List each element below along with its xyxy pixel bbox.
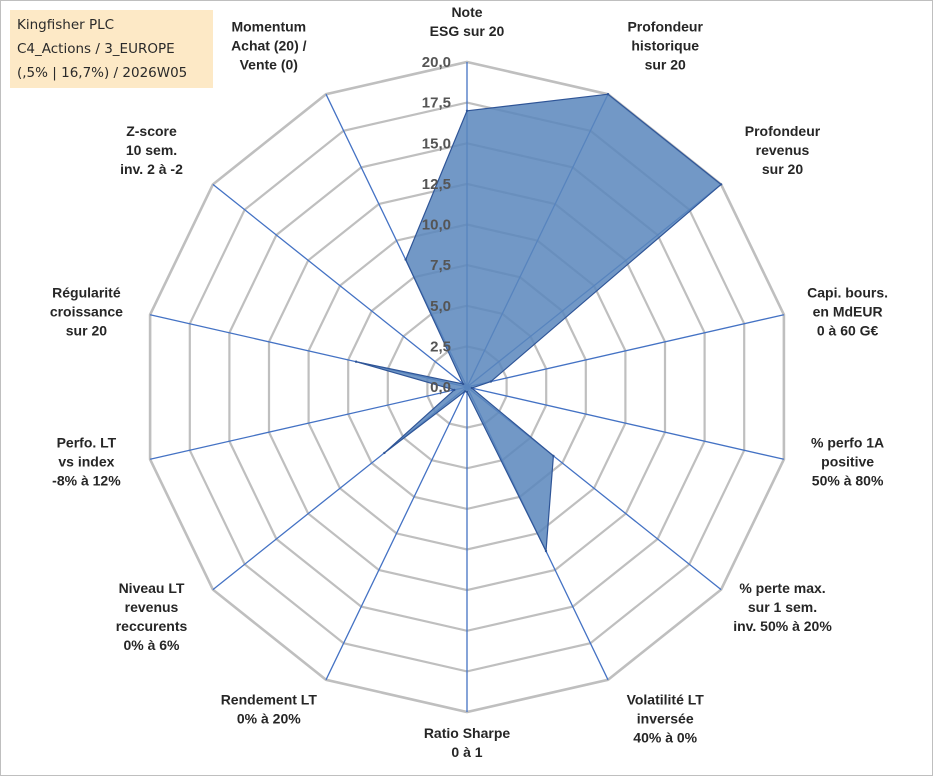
portfolio-path: C4_Actions / 3_EUROPE	[17, 41, 175, 57]
axis-label: Profondeur revenus sur 20	[745, 123, 821, 177]
series-point	[465, 390, 469, 394]
axis-label: Note ESG sur 20	[430, 4, 505, 39]
axis-label: Z-score 10 sem. inv. 2 à -2	[120, 123, 183, 177]
axis-label: Rendement LT 0% à 20%	[221, 692, 318, 727]
axis-label: Volatilité LT inversée 40% à 0%	[627, 692, 705, 746]
tick-label: 7,5	[430, 257, 451, 274]
axis-label: Ratio Sharpe 0 à 1	[424, 725, 511, 760]
radar-tick-labels: 0,0 2,5 5,0 7,5 10,0 12,5 15,0 17,5 20,0	[422, 54, 451, 396]
series-point	[489, 380, 492, 383]
tick-label: 5,0	[430, 298, 451, 315]
axis-label: Perfo. LT vs index -8% à 12%	[52, 435, 121, 489]
axis-label: Niveau LT revenus reccurents 0% à 6%	[116, 580, 188, 653]
axis-label: % perte max. sur 1 sem. inv. 50% à 20%	[733, 580, 832, 634]
tick-label: 12,5	[422, 176, 451, 193]
series-point	[383, 451, 386, 455]
axis-spoke	[149, 386, 468, 460]
tick-label: 20,0	[422, 54, 451, 71]
tick-label: 10,0	[422, 217, 451, 234]
series-point	[552, 454, 555, 458]
axis-spoke	[466, 314, 785, 388]
weight-period: (,5% | 16,7%) / 2026W05	[17, 65, 188, 81]
axis-label: Régularité croissance sur 20	[50, 285, 123, 339]
series-point	[719, 183, 723, 186]
series-point	[354, 360, 358, 363]
radar-axis-labels: Note ESG sur 20 Profondeur historique sur 20…	[50, 4, 888, 760]
tick-label: 2,5	[430, 338, 451, 355]
axis-label: Capi. bours. en MdEUR 0 à 60 G€	[807, 285, 888, 339]
tick-label: 15,0	[422, 135, 451, 152]
series-point	[544, 549, 548, 553]
series-point	[470, 386, 473, 390]
axis-spoke	[466, 386, 785, 460]
axis-label: % perfo 1A positive 50% à 80%	[811, 435, 884, 489]
axis-spoke	[212, 183, 468, 388]
radar-series	[354, 93, 723, 554]
company-name: Kingfisher PLC	[17, 17, 115, 33]
tick-label: 0,0	[430, 379, 451, 396]
series-point	[453, 388, 456, 392]
axis-label: Momentum Achat (20) / Vente (0)	[231, 18, 307, 72]
series-point	[462, 382, 465, 386]
series-point	[465, 109, 469, 113]
axis-spoke	[325, 386, 468, 681]
series-point	[404, 258, 407, 261]
axis-label: Profondeur historique sur 20	[627, 18, 703, 72]
tick-label: 17,5	[422, 95, 451, 112]
series-point	[463, 390, 467, 393]
info-box: Kingfisher PLC C4_Actions / 3_EUROPE (,5…	[10, 10, 213, 88]
series-area	[355, 93, 723, 554]
series-point	[606, 93, 610, 96]
